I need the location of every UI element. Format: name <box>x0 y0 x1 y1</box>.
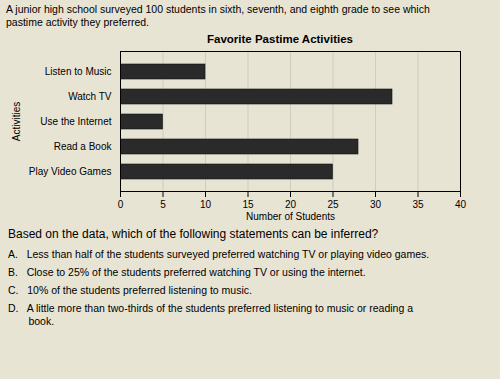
html-text:A. Less than half of the stude: A. Less than half of the students survey… <box>8 248 430 260</box>
svg-text:Activities: Activities <box>11 102 22 141</box>
svg-text:Play Video Games: Play Video Games <box>29 166 112 177</box>
svg-text:Number of Students: Number of Students <box>246 211 335 222</box>
svg-text:Listen to Music: Listen to Music <box>45 66 112 77</box>
svg-text:Read a Book: Read a Book <box>54 141 113 152</box>
svg-text:Use the Internet: Use the Internet <box>40 116 111 127</box>
svg-text:25: 25 <box>327 199 339 210</box>
html-text:D. A little more than two-thir: D. A little more than two-thirds of the … <box>8 302 413 314</box>
svg-text:40: 40 <box>455 199 467 210</box>
html-text:book.: book. <box>8 315 55 327</box>
svg-text:Watch TV: Watch TV <box>68 91 112 102</box>
html-text:Favorite Pastime Activities: Favorite Pastime Activities <box>207 33 353 45</box>
html-text:A junior high school surveyed: A junior high school surveyed 100 studen… <box>6 3 430 15</box>
svg-text:35: 35 <box>412 199 424 210</box>
html-text:B. Close to 25% of the student: B. Close to 25% of the students preferre… <box>8 266 366 278</box>
svg-text:15: 15 <box>242 199 254 210</box>
html-text:Based on the data, which of th: Based on the data, which of the followin… <box>8 227 379 241</box>
svg-text:20: 20 <box>285 199 297 210</box>
html-text:C. 10% of the students preferr: C. 10% of the students preferred listeni… <box>8 284 252 296</box>
svg-text:0: 0 <box>118 199 124 210</box>
svg-text:5: 5 <box>160 199 166 210</box>
svg-text:10: 10 <box>200 199 212 210</box>
svg-text:30: 30 <box>370 199 382 210</box>
html-text:pastime activity they preferre: pastime activity they preferred. <box>6 16 149 28</box>
